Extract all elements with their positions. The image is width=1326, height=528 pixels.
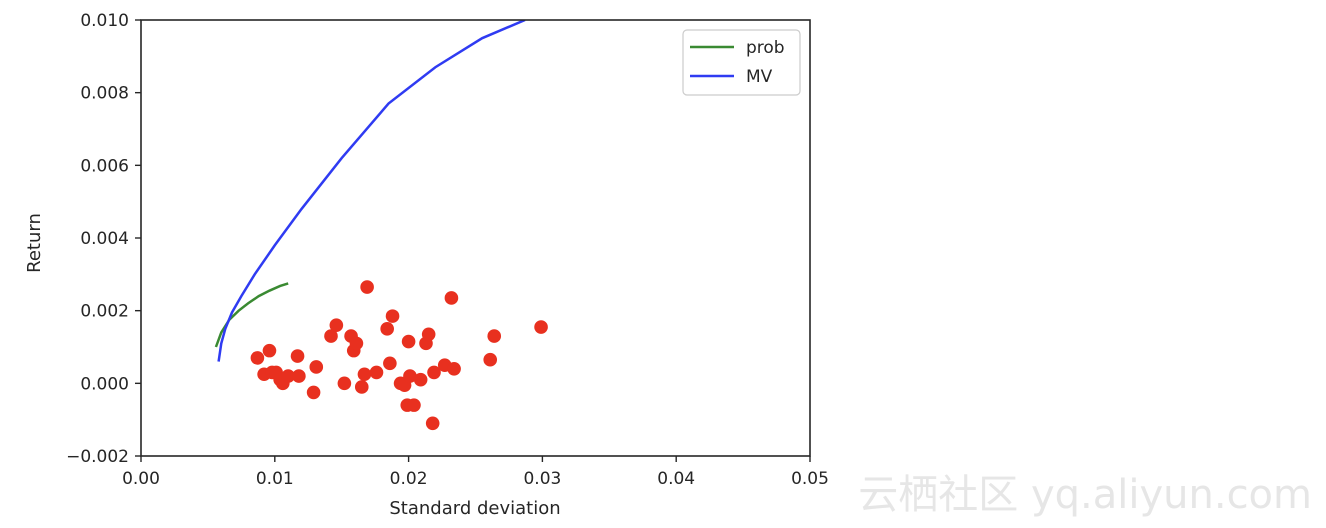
x-axis-title: Standard deviation [389, 498, 560, 519]
y-tick-label-2: 0.002 [80, 302, 129, 322]
scatter-point-20 [360, 280, 374, 294]
scatter-point-40 [487, 329, 502, 343]
scatter-point-8 [290, 349, 305, 363]
scatter-point-28 [401, 334, 416, 349]
x-tick-label-4: 0.04 [657, 469, 695, 489]
scatter-point-38 [447, 362, 461, 376]
scatter-point-35 [427, 365, 441, 380]
scatter-point-18 [354, 380, 369, 394]
y-tick-label-0: −0.002 [66, 447, 129, 467]
scatter-point-30 [407, 398, 421, 412]
scatter-point-21 [369, 365, 384, 380]
series-line-prob [214, 282, 289, 348]
scatter-point-23 [383, 356, 397, 371]
scatter-point-12 [324, 329, 338, 343]
legend-label-prob: prob [746, 38, 785, 58]
scatter-point-9 [292, 369, 306, 383]
y-tick-label-5: 0.008 [80, 84, 129, 104]
y-axis-title: Return [24, 213, 45, 273]
scatter-point-14 [337, 376, 352, 391]
x-tick-label-1: 0.01 [256, 469, 294, 489]
scatter-point-24 [385, 309, 400, 323]
scatter-point-7 [281, 369, 295, 383]
scatter-point-13 [329, 318, 344, 333]
scatter-point-29 [403, 369, 417, 383]
y-tick-label-6: 0.010 [80, 11, 129, 31]
series-line-mv [217, 20, 526, 362]
scatter-point-11 [309, 360, 324, 374]
y-tick-label-1: 0.000 [80, 374, 129, 394]
y-tick-label-3: 0.004 [80, 229, 129, 249]
scatter-point-22 [380, 322, 394, 336]
y-tick-label-4: 0.006 [80, 156, 129, 176]
scatter-point-37 [444, 291, 459, 305]
scatter-point-10 [306, 385, 321, 400]
scatter-point-17 [349, 336, 364, 351]
scatter-point-39 [483, 352, 498, 367]
scatter-point-31 [413, 372, 428, 387]
scatter-point-19 [357, 367, 372, 382]
x-tick-label-3: 0.03 [523, 469, 561, 489]
legend-label-mv: MV [746, 67, 773, 87]
legend: prob MV [682, 29, 801, 96]
x-tick-label-2: 0.02 [390, 469, 428, 489]
watermark-text: 云栖社区 yq.aliyun.com [858, 472, 1312, 518]
scatter-point-33 [421, 327, 436, 342]
scatter-point-41 [534, 320, 548, 334]
x-tick-label-0: 0.00 [122, 469, 160, 489]
scatter-point-2 [262, 343, 277, 358]
scatter-point-34 [425, 416, 440, 431]
x-tick-label-5: 0.05 [791, 469, 829, 489]
scatter-point-0 [250, 351, 265, 365]
